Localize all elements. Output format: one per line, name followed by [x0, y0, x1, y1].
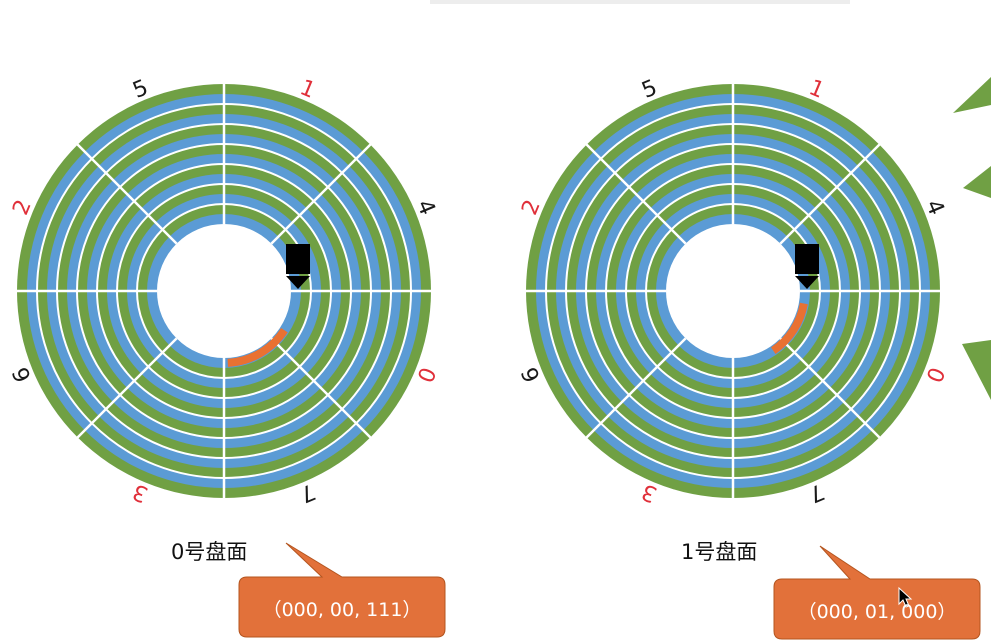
sector-label: 6 — [8, 363, 36, 386]
sector-label: 5 — [638, 75, 661, 103]
disk-1-title: 1号盘面 — [681, 540, 758, 564]
disk-0-address: （000, 00, 111） — [262, 599, 422, 621]
platter-0: 1 4 0 7 3 6 2 5 — [8, 75, 439, 506]
top-edge-bar — [430, 0, 850, 4]
sector-divider — [779, 337, 881, 439]
highlighted-sector — [227, 328, 288, 367]
read-write-head-icon — [795, 244, 819, 289]
sector-label: 5 — [129, 75, 152, 103]
sector-divider — [779, 143, 881, 245]
sector-divider — [585, 143, 687, 245]
sector-label: 1 — [296, 75, 319, 103]
mouse-cursor-icon — [898, 586, 913, 608]
platter-1: 1 4 0 7 3 6 2 5 — [517, 75, 948, 506]
sector-label: 6 — [517, 363, 545, 386]
sector-label: 3 — [638, 478, 661, 506]
right-edge-shapes — [953, 77, 991, 400]
sector-divider — [76, 337, 178, 439]
sector-label: 4 — [411, 196, 439, 219]
sector-divider — [76, 143, 178, 245]
sector-label: 7 — [805, 478, 828, 506]
sector-label: 0 — [411, 363, 439, 386]
sector-divider — [270, 143, 372, 245]
sector-label: 4 — [920, 196, 948, 219]
right-green-shape-3 — [962, 340, 991, 400]
sector-label: 2 — [517, 196, 545, 219]
sector-divider — [270, 337, 372, 439]
sector-label: 7 — [296, 478, 319, 506]
disk-1-address: （000, 01, 000） — [797, 601, 957, 623]
right-green-shape-1 — [953, 77, 991, 113]
address-callout-0 — [238, 542, 446, 638]
highlighted-sector — [771, 302, 808, 355]
spindle-hole — [666, 224, 800, 358]
sector-label: 3 — [129, 478, 152, 506]
read-write-head-icon — [286, 244, 310, 289]
disk-0-title: 0号盘面 — [171, 540, 248, 564]
sector-label: 2 — [8, 196, 36, 219]
right-green-shape-2 — [963, 166, 991, 198]
address-callout-1 — [773, 545, 981, 640]
spindle-hole — [157, 224, 291, 358]
sector-divider — [585, 337, 687, 439]
sector-label: 0 — [920, 363, 948, 386]
sector-label: 1 — [805, 75, 828, 103]
